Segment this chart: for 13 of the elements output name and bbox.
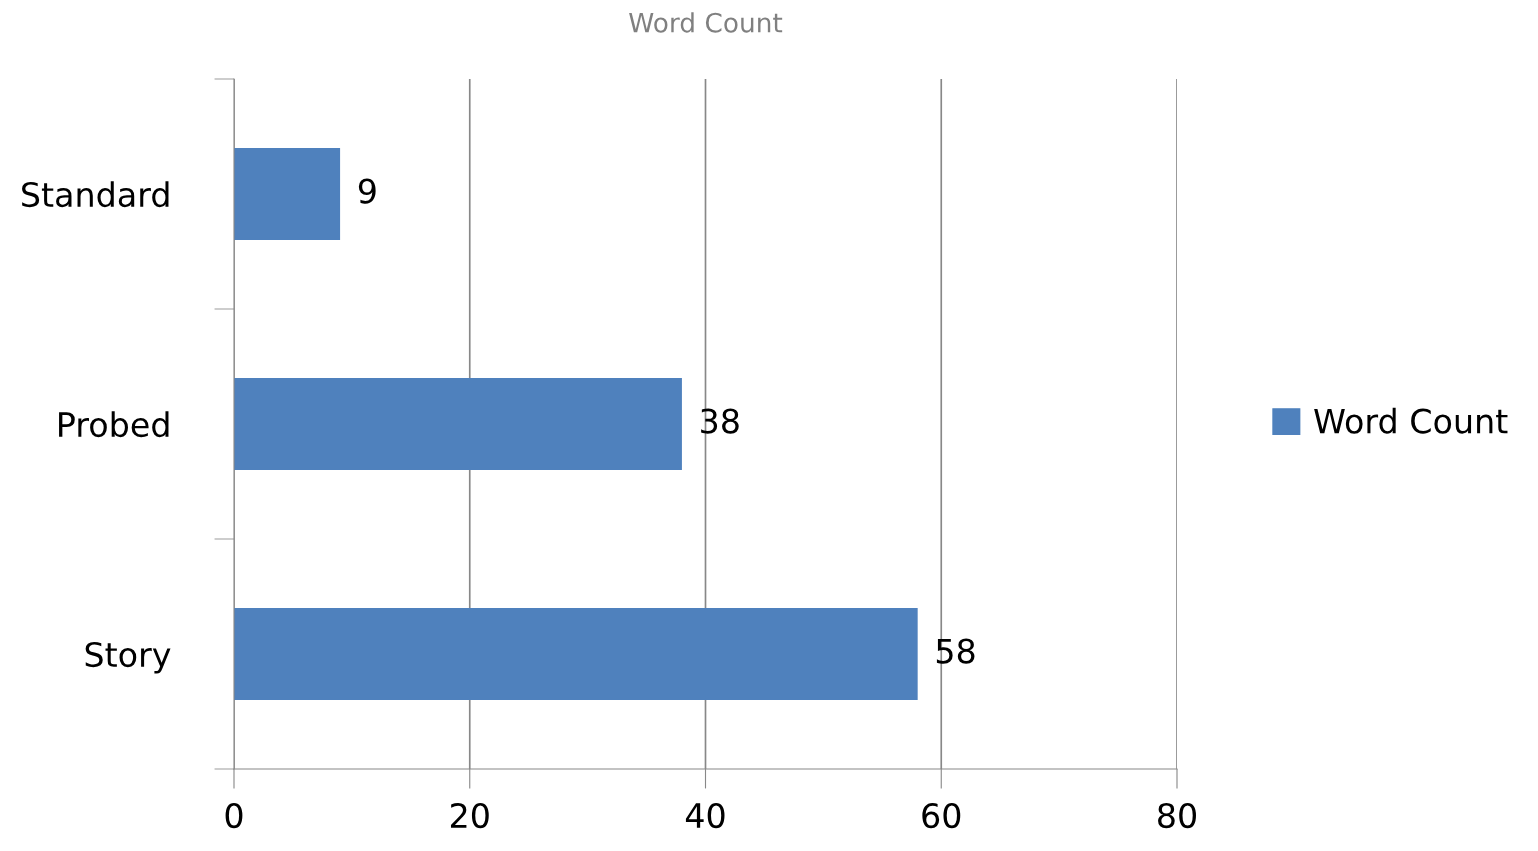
x-tick-label: 80 [1158, 802, 1196, 829]
y-tick-label: Probed [59, 411, 169, 438]
x-tick-label: 0 [225, 802, 243, 829]
legend-label: Word Count [1314, 407, 1508, 434]
data-label: 58 [936, 638, 975, 664]
x-tick-label: 20 [450, 802, 489, 829]
data-label: 9 [358, 178, 376, 204]
chart-title: Word Count [629, 12, 783, 33]
data-label: 38 [701, 408, 739, 434]
x-tick-label: 40 [685, 802, 725, 829]
y-tick-label: Story [85, 641, 171, 674]
x-tick-label: 60 [922, 802, 961, 829]
y-tick-label: Standard [22, 181, 169, 208]
